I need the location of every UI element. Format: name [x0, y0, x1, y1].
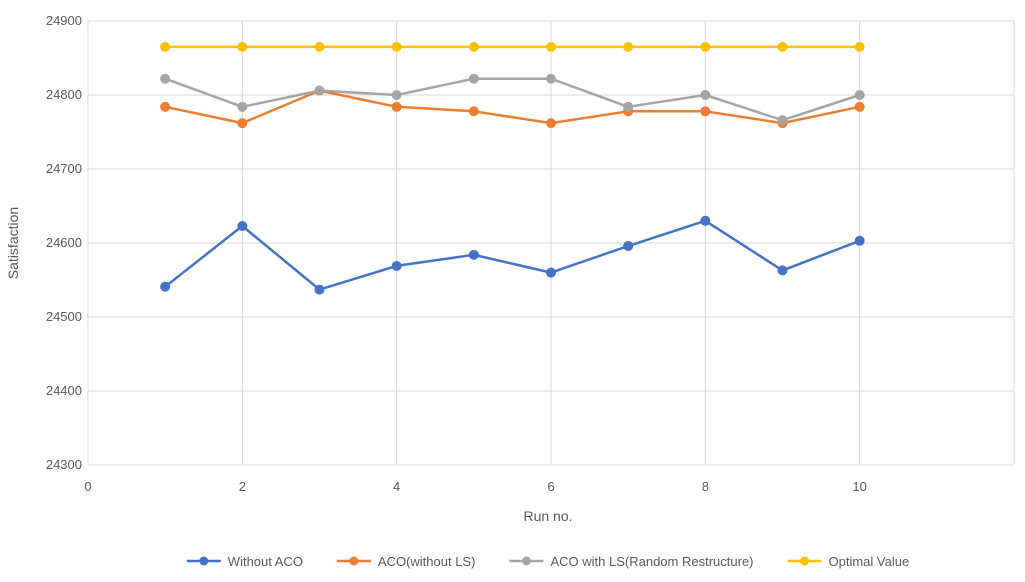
- data-point: [391, 41, 402, 52]
- gridlines: [87, 20, 1015, 466]
- x-axis-title: Run no.: [523, 508, 572, 524]
- y-tick-label: 24300: [46, 457, 82, 472]
- data-point: [777, 265, 788, 276]
- data-point: [777, 115, 788, 126]
- legend-marker: [522, 556, 531, 566]
- y-tick-label: 24700: [46, 161, 82, 176]
- data-point: [854, 90, 865, 100]
- data-point: [468, 41, 479, 52]
- data-point: [468, 249, 479, 260]
- data-point: [237, 220, 248, 231]
- series-0: [160, 215, 865, 295]
- data-point: [546, 267, 556, 278]
- legend-label: ACO(without LS): [378, 554, 476, 569]
- legend-marker: [349, 556, 359, 566]
- data-point: [700, 215, 711, 226]
- data-point: [314, 85, 325, 96]
- legend-label: Without ACO: [228, 554, 303, 569]
- data-point: [391, 101, 402, 112]
- data-point: [314, 284, 325, 295]
- series-3: [160, 41, 865, 52]
- data-point: [391, 90, 402, 100]
- data-point: [468, 73, 479, 84]
- data-point: [391, 260, 402, 271]
- tick-labels: 24300 24400 24500 24600 24700 24800 24900 0 2 4 6 8…: [46, 13, 867, 494]
- series-2: [160, 73, 865, 126]
- data-point: [160, 281, 171, 292]
- data-point: [314, 41, 325, 52]
- data-point: [700, 41, 711, 52]
- legend-item: Optimal Value: [787, 554, 910, 569]
- series-1: [160, 85, 865, 129]
- data-point: [237, 118, 248, 129]
- legend-label: Optimal Value: [829, 554, 910, 569]
- legend-item: ACO with LS(Random Restructure): [509, 554, 754, 569]
- y-axis-title: Satisfaction: [5, 207, 21, 279]
- legend-item: ACO(without LS): [336, 554, 476, 569]
- legend: Without ACO ACO(without LS) ACO with LS(Ra…: [186, 554, 910, 569]
- x-tick-label: 6: [547, 479, 554, 494]
- x-tick-label: 4: [393, 479, 400, 494]
- x-tick-label: 0: [84, 479, 91, 494]
- series-line: [164, 77, 861, 122]
- data-point: [546, 73, 556, 84]
- legend-marker: [199, 556, 209, 566]
- series-line: [164, 89, 860, 125]
- y-tick-label: 24600: [46, 235, 82, 250]
- data-point: [700, 106, 711, 117]
- legend-label: ACO with LS(Random Restructure): [551, 554, 754, 569]
- data-point: [160, 41, 171, 52]
- x-tick-label: 2: [239, 479, 246, 494]
- data-point: [623, 101, 634, 112]
- y-tick-label: 24400: [46, 383, 82, 398]
- data-point: [237, 101, 248, 112]
- x-tick-label: 8: [702, 479, 709, 494]
- data-point: [854, 235, 865, 246]
- data-point: [623, 41, 634, 52]
- x-tick-label: 10: [852, 479, 866, 494]
- data-point: [237, 41, 248, 52]
- data-point: [546, 118, 556, 129]
- data-point: [700, 90, 711, 100]
- y-tick-label: 24800: [46, 87, 82, 102]
- legend-item: Without ACO: [186, 554, 303, 569]
- series: [160, 41, 865, 295]
- data-point: [160, 101, 171, 112]
- data-point: [623, 240, 634, 251]
- data-point: [160, 73, 171, 84]
- y-tick-label: 24900: [46, 13, 82, 28]
- series-line: [164, 219, 861, 291]
- y-tick-label: 24500: [46, 309, 82, 324]
- data-point: [468, 106, 479, 117]
- data-point: [546, 41, 556, 52]
- data-point: [854, 41, 865, 52]
- data-point: [777, 41, 788, 52]
- legend-marker: [800, 556, 809, 566]
- data-point: [854, 101, 865, 112]
